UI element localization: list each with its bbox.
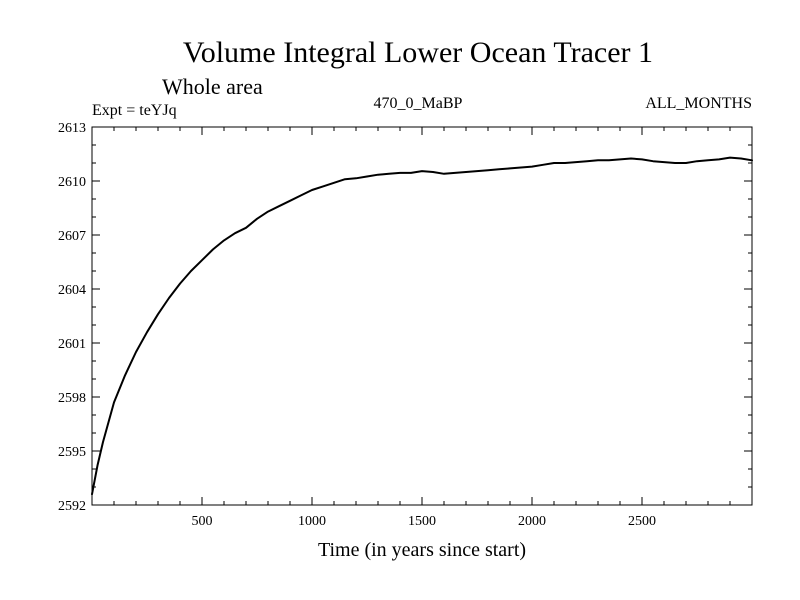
months-label: ALL_MONTHS — [645, 95, 752, 112]
x-tick-label: 1500 — [408, 514, 436, 529]
plot-frame — [91, 126, 753, 506]
y-tick-label: 2601 — [58, 337, 86, 352]
x-axis-label: Time (in years since start) — [318, 539, 526, 561]
tick-labels: 500 1000 1500 2000 2500 2592 2595 2598 2601 2604 2… — [58, 121, 656, 529]
y-tick-label: 2604 — [58, 283, 86, 298]
y-tick-label: 2592 — [58, 499, 86, 514]
expt-label: Expt = teYJq — [92, 102, 177, 119]
y-tick-label: 2613 — [58, 121, 86, 136]
x-tick-label: 2500 — [628, 514, 656, 529]
y-tick-label: 2610 — [58, 175, 86, 190]
y-tick-label: 2595 — [58, 445, 86, 460]
y-tick-label: 2607 — [58, 229, 86, 244]
x-tick-label: 1000 — [298, 514, 326, 529]
axis-ticks — [92, 126, 752, 506]
x-tick-label: 500 — [192, 514, 213, 529]
chart-title: Volume Integral Lower Ocean Tracer 1 — [183, 36, 653, 69]
y-tick-label: 2598 — [58, 391, 86, 406]
period-label: 470_0_MaBP — [374, 95, 463, 112]
chart-subtitle: Whole area — [162, 74, 263, 99]
x-tick-label: 2000 — [518, 514, 546, 529]
series-line — [91, 156, 753, 496]
